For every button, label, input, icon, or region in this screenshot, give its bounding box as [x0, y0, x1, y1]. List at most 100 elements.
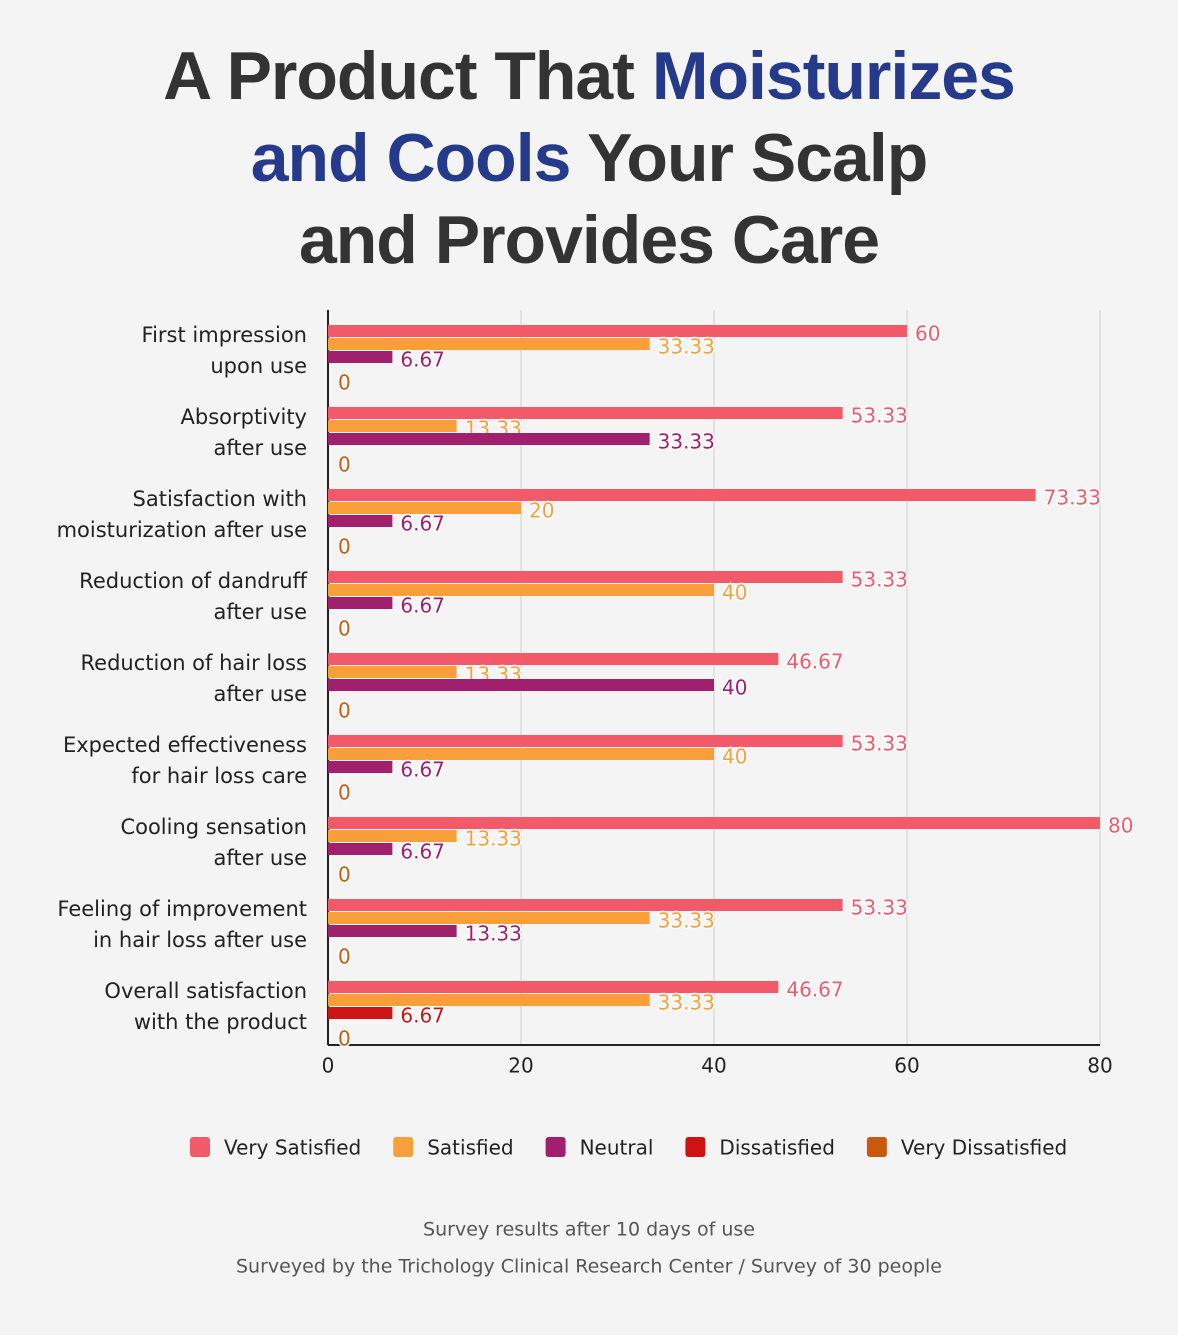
value-label: 73.33 — [1044, 486, 1101, 510]
y-tick-label-line: after use — [213, 846, 307, 870]
title-line: and Cools Your Scalp — [0, 117, 1178, 199]
bar — [328, 420, 457, 432]
bar — [328, 735, 843, 747]
bar — [328, 679, 714, 691]
bar — [328, 571, 843, 583]
y-tick-label: Absorptivity after use — [181, 405, 307, 460]
bar — [328, 912, 650, 924]
legend-label: Dissatisfied — [719, 1136, 834, 1160]
value-label: 6.67 — [400, 512, 445, 536]
y-tick-label-line: after use — [213, 682, 307, 706]
y-tick-label: First impression upon use — [142, 323, 307, 378]
value-label: 80 — [1108, 814, 1133, 838]
y-tick-label-line: First impression — [142, 323, 307, 347]
bar — [328, 830, 457, 842]
title-part: and Provides Care — [298, 202, 880, 278]
y-tick-label-line: Cooling sensation — [120, 815, 307, 839]
bar — [328, 351, 393, 363]
bar — [328, 666, 457, 678]
value-label: 13.33 — [465, 827, 522, 851]
bar — [328, 489, 1036, 501]
legend-label: Very Satisfied — [224, 1136, 361, 1160]
title-part: Your Scalp — [587, 120, 928, 196]
value-label: 46.67 — [786, 978, 843, 1002]
bar — [328, 515, 393, 527]
value-label: 6.67 — [400, 758, 445, 782]
value-label: 0 — [338, 617, 351, 641]
value-label: 13.33 — [465, 922, 522, 946]
value-label: 0 — [338, 453, 351, 477]
y-tick-label-line: after use — [213, 600, 307, 624]
bar — [328, 817, 1100, 829]
y-tick-label-line: Satisfaction with — [133, 487, 307, 511]
bar — [328, 843, 393, 855]
legend-swatch — [393, 1137, 414, 1157]
value-label: 33.33 — [658, 335, 715, 359]
value-label: 0 — [338, 371, 351, 395]
value-label: 6.67 — [400, 1004, 445, 1028]
y-tick-label: Reduction of dandruff after use — [79, 569, 307, 624]
legend-label: Very Dissatisfied — [901, 1136, 1067, 1160]
value-label: 53.33 — [851, 896, 908, 920]
legend-swatch — [190, 1137, 210, 1157]
legend-label: Satisfied — [427, 1136, 513, 1160]
value-label: 6.67 — [400, 594, 445, 618]
value-label: 0 — [338, 535, 351, 559]
y-tick-label-line: moisturization after use — [57, 518, 307, 542]
bar — [328, 584, 714, 596]
x-tick-label: 40 — [701, 1054, 726, 1078]
value-label: 0 — [338, 863, 351, 887]
bar — [328, 653, 779, 665]
y-tick-label-line: with the product — [134, 1010, 307, 1034]
bar — [328, 925, 457, 937]
bar — [328, 1007, 393, 1019]
y-tick-label-line: after use — [213, 436, 307, 460]
bar — [328, 994, 650, 1006]
footnote: Survey results after 10 days of use — [423, 1219, 755, 1241]
bar — [328, 748, 714, 760]
y-tick-label-line: for hair loss care — [131, 764, 307, 788]
legend-swatch — [545, 1137, 566, 1157]
value-label: 33.33 — [658, 430, 715, 454]
value-label: 53.33 — [851, 568, 908, 592]
x-tick-label: 80 — [1087, 1054, 1112, 1078]
footnote: Surveyed by the Trichology Clinical Rese… — [236, 1256, 942, 1278]
value-label: 0 — [338, 781, 351, 805]
title-part: and Cools — [250, 120, 572, 196]
value-label: 33.33 — [658, 991, 715, 1015]
bar — [328, 597, 393, 609]
y-tick-label-line: Feeling of improvement — [57, 897, 307, 921]
bar — [328, 502, 521, 514]
x-tick-label: 60 — [894, 1054, 919, 1078]
y-tick-label: Cooling sensation after use — [120, 815, 307, 870]
value-label: 53.33 — [851, 732, 908, 756]
y-tick-label-line: Absorptivity — [181, 405, 307, 429]
x-tick-label: 0 — [322, 1054, 335, 1078]
value-label: 40 — [722, 676, 747, 700]
chart-title: A Product That Moisturizes and Cools Your… — [0, 35, 1178, 281]
value-label: 0 — [338, 699, 351, 723]
y-tick-label: Expected effectiveness for hair loss care — [63, 733, 307, 788]
title-line: A Product That Moisturizes — [0, 35, 1178, 117]
legend-swatch — [866, 1137, 887, 1157]
title-part: Moisturizes — [651, 38, 1016, 114]
bar — [328, 325, 907, 337]
value-label: 40 — [722, 745, 747, 769]
x-tick-label: 20 — [508, 1054, 533, 1078]
bar — [328, 899, 843, 911]
title-part: A Product That — [163, 38, 635, 114]
bar — [328, 761, 393, 773]
y-tick-label: Satisfaction with moisturization after us… — [57, 487, 307, 542]
y-tick-label-line: Overall satisfaction — [104, 979, 307, 1003]
value-label: 20 — [529, 499, 554, 523]
legend-label: Neutral — [580, 1136, 654, 1160]
y-tick-label-line: Reduction of dandruff — [79, 569, 307, 593]
bar — [328, 338, 650, 350]
bar — [328, 433, 650, 445]
y-tick-label-line: Expected effectiveness — [63, 733, 307, 757]
legend-swatch — [685, 1137, 706, 1157]
value-label: 0 — [338, 1027, 351, 1051]
value-label: 33.33 — [658, 909, 715, 933]
value-label: 6.67 — [400, 348, 445, 372]
